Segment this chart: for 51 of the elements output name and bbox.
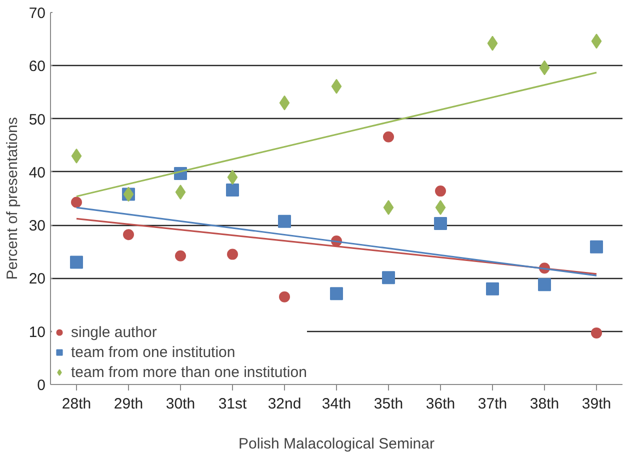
x-tick-label: 30th xyxy=(166,396,196,412)
x-tick-label: 31st xyxy=(218,396,248,412)
point xyxy=(539,60,550,76)
y-tick-label: 20 xyxy=(28,270,46,288)
point xyxy=(123,229,134,240)
point xyxy=(71,196,82,208)
y-axis-title: Percent of presentations xyxy=(4,117,21,280)
x-tick-label: 38th xyxy=(530,396,560,412)
point xyxy=(330,287,343,300)
point xyxy=(175,250,186,262)
y-tick-label: 10 xyxy=(28,324,46,341)
y-tick-label: 50 xyxy=(28,111,46,128)
x-tick-label: 37th xyxy=(478,396,508,412)
point xyxy=(175,184,186,200)
y-tick-label: 30 xyxy=(28,218,46,235)
x-tick-label: 34th xyxy=(322,396,352,412)
point xyxy=(279,95,290,110)
x-tick-label: 35th xyxy=(374,396,404,412)
point xyxy=(331,78,342,94)
x-tick-label: 39th xyxy=(582,396,612,412)
point xyxy=(382,271,395,284)
legend-label: single author xyxy=(71,324,157,340)
point xyxy=(71,148,82,164)
y-tick-label: 70 xyxy=(28,5,46,22)
point xyxy=(591,327,602,338)
y-tick-label: 40 xyxy=(28,164,46,182)
point xyxy=(486,282,499,296)
point xyxy=(226,183,239,196)
point xyxy=(538,278,551,292)
point xyxy=(591,34,602,49)
point xyxy=(383,131,394,142)
point xyxy=(487,36,498,51)
point xyxy=(279,291,290,302)
point xyxy=(227,248,238,260)
x-tick-label: 32nd xyxy=(268,396,302,412)
point xyxy=(590,240,603,254)
point xyxy=(434,216,447,230)
point xyxy=(435,200,446,216)
point xyxy=(278,214,291,228)
x-axis-title: Polish Malacological Seminar xyxy=(238,436,434,452)
x-tick-label: 29th xyxy=(114,396,144,412)
x-tick-label: 36th xyxy=(426,396,456,412)
point xyxy=(227,170,238,185)
point xyxy=(435,186,446,197)
point xyxy=(383,200,394,216)
point xyxy=(70,256,83,269)
y-tick-label: 0 xyxy=(37,377,46,394)
legend-label: team from one institution xyxy=(71,344,236,360)
x-tick-label: 28th xyxy=(62,396,92,412)
legend-label: team from more than one institution xyxy=(71,364,307,380)
y-tick-label: 60 xyxy=(28,58,46,76)
